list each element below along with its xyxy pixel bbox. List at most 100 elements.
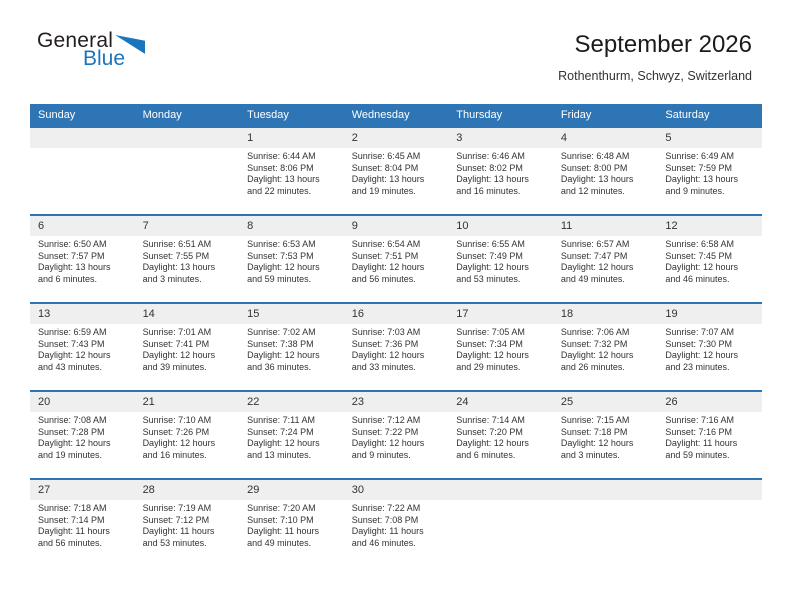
day-detail: Sunrise: 7:18 AM Sunset: 7:14 PM Daylight:… (30, 500, 135, 566)
sunrise-text: Sunrise: 6:44 AM (247, 151, 316, 161)
daylight-text-line1: Daylight: 12 hours (665, 350, 738, 360)
empty-day-cell (448, 480, 553, 566)
day-detail: Sunrise: 6:46 AM Sunset: 8:02 PM Daylight:… (448, 148, 553, 214)
daylight-text-line1: Daylight: 12 hours (247, 350, 320, 360)
daylight-text-line2: and 36 minutes. (247, 361, 312, 372)
day-number: 25 (552, 392, 658, 412)
daylight-text-line2: and 53 minutes. (142, 537, 207, 548)
title-block: September 2026 Rothenthurm, Schwyz, Swit… (558, 30, 752, 83)
day-detail: Sunrise: 7:12 AM Sunset: 7:22 PM Daylight:… (344, 412, 449, 478)
day-detail: Sunrise: 6:55 AM Sunset: 7:49 PM Daylight:… (448, 236, 553, 302)
sunrise-text: Sunrise: 6:58 AM (665, 239, 734, 249)
day-detail: Sunrise: 6:54 AM Sunset: 7:51 PM Daylight:… (344, 236, 449, 302)
daylight-text-line2: and 29 minutes. (456, 361, 521, 372)
sunset-text: Sunset: 7:43 PM (38, 338, 105, 349)
day-number (657, 480, 762, 500)
daylight-text-line1: Daylight: 12 hours (560, 350, 634, 360)
daylight-text-line2: and 23 minutes. (665, 361, 730, 372)
daylight-text-line2: and 56 minutes. (351, 273, 416, 284)
day-number: 1 (239, 128, 344, 148)
week-row: 13 Sunrise: 6:59 AM Sunset: 7:43 PM Dayligh… (30, 302, 762, 390)
day-detail: Sunrise: 7:19 AM Sunset: 7:12 PM Daylight:… (135, 500, 240, 566)
sunset-text: Sunset: 7:20 PM (456, 426, 523, 437)
sunset-text: Sunset: 8:06 PM (247, 162, 314, 173)
daylight-text-line1: Daylight: 11 hours (665, 438, 738, 448)
logo-text-blue: Blue (83, 47, 126, 70)
daylight-text-line1: Daylight: 13 hours (142, 262, 216, 272)
sunset-text: Sunset: 7:38 PM (247, 338, 314, 349)
daylight-text-line2: and 59 minutes. (247, 273, 312, 284)
day-cell-25: 25 Sunrise: 7:15 AM Sunset: 7:18 PM Dayligh… (552, 392, 658, 478)
weekday-header-tuesday: Tuesday (247, 109, 289, 121)
daylight-text-line1: Daylight: 12 hours (247, 262, 320, 272)
sunset-text: Sunset: 7:16 PM (665, 426, 732, 437)
weekday-header-row: Sunday Monday Tuesday Wednesday Thursday Frid… (30, 104, 762, 126)
page-header: General Blue September 2026 Rothenthurm,… (0, 0, 792, 104)
sunrise-text: Sunrise: 7:05 AM (456, 327, 525, 337)
daylight-text-line2: and 13 minutes. (247, 449, 312, 460)
sunrise-text: Sunrise: 6:55 AM (456, 239, 525, 249)
weekday-header-thursday: Thursday (456, 109, 503, 121)
day-number: 2 (343, 128, 449, 148)
sunset-text: Sunset: 7:32 PM (560, 338, 628, 349)
daylight-text-line1: Daylight: 13 hours (351, 174, 425, 184)
sunrise-text: Sunrise: 7:16 AM (665, 415, 734, 425)
day-detail: Sunrise: 6:48 AM Sunset: 8:00 PM Daylight:… (553, 148, 658, 214)
calendar-weeks: 1 Sunrise: 6:44 AM Sunset: 8:06 PM Daylight… (30, 126, 762, 566)
day-detail: Sunrise: 6:45 AM Sunset: 8:04 PM Daylight:… (344, 148, 449, 214)
daylight-text-line1: Daylight: 13 hours (560, 174, 634, 184)
day-detail: Sunrise: 7:02 AM Sunset: 7:38 PM Daylight:… (239, 324, 344, 390)
day-number: 10 (448, 216, 553, 236)
day-cell-7: 7 Sunrise: 6:51 AM Sunset: 7:55 PM Daylight… (134, 216, 240, 302)
sunrise-text: Sunrise: 7:18 AM (38, 503, 107, 513)
daylight-text-line2: and 53 minutes. (456, 273, 521, 284)
day-cell-9: 9 Sunrise: 6:54 AM Sunset: 7:51 PM Daylight… (343, 216, 449, 302)
day-detail: Sunrise: 7:15 AM Sunset: 7:18 PM Daylight:… (553, 412, 658, 478)
daylight-text-line1: Daylight: 12 hours (560, 262, 634, 272)
day-cell-4: 4 Sunrise: 6:48 AM Sunset: 8:00 PM Daylight… (552, 128, 658, 214)
day-number (552, 480, 658, 500)
sunset-text: Sunset: 8:00 PM (560, 162, 628, 173)
daylight-text-line1: Daylight: 12 hours (351, 262, 425, 272)
weekday-header-wednesday: Wednesday (351, 109, 410, 121)
logo-text-general-row: General (37, 30, 146, 54)
daylight-text-line2: and 9 minutes. (351, 449, 411, 460)
empty-day-cell (552, 480, 658, 566)
sunrise-text: Sunrise: 7:07 AM (665, 327, 734, 337)
day-detail: Sunrise: 6:57 AM Sunset: 7:47 PM Daylight:… (553, 236, 658, 302)
daylight-text-line2: and 46 minutes. (351, 537, 416, 548)
sunrise-text: Sunrise: 6:57 AM (560, 239, 630, 249)
daylight-text-line2: and 49 minutes. (247, 537, 312, 548)
daylight-text-line2: and 26 minutes. (560, 361, 625, 372)
daylight-text-line1: Daylight: 12 hours (142, 438, 216, 448)
daylight-text-line1: Daylight: 12 hours (560, 438, 634, 448)
daylight-text-line1: Daylight: 12 hours (38, 438, 111, 448)
day-cell-3: 3 Sunrise: 6:46 AM Sunset: 8:02 PM Daylight… (448, 128, 553, 214)
daylight-text-line1: Daylight: 12 hours (665, 262, 738, 272)
day-detail: Sunrise: 7:05 AM Sunset: 7:34 PM Daylight:… (448, 324, 553, 390)
day-cell-2: 2 Sunrise: 6:45 AM Sunset: 8:04 PM Daylight… (343, 128, 449, 214)
day-cell-17: 17 Sunrise: 7:05 AM Sunset: 7:34 PM Dayligh… (448, 304, 553, 390)
sunset-text: Sunset: 7:18 PM (560, 426, 628, 437)
daylight-text-line2: and 56 minutes. (38, 537, 103, 548)
sunrise-text: Sunrise: 7:11 AM (247, 415, 316, 425)
sunrise-text: Sunrise: 7:02 AM (247, 327, 316, 337)
calendar-grid: Sunday Monday Tuesday Wednesday Thursday Frid… (30, 104, 762, 566)
sunset-text: Sunset: 7:28 PM (38, 426, 105, 437)
day-detail: Sunrise: 7:06 AM Sunset: 7:32 PM Daylight:… (553, 324, 658, 390)
daylight-text-line1: Daylight: 13 hours (38, 262, 111, 272)
day-number: 12 (657, 216, 762, 236)
daylight-text-line2: and 9 minutes. (665, 185, 725, 196)
day-number: 26 (657, 392, 762, 412)
daylight-text-line1: Daylight: 12 hours (247, 438, 320, 448)
empty-day-cell (657, 480, 762, 566)
sunrise-text: Sunrise: 6:51 AM (142, 239, 212, 249)
daylight-text-line1: Daylight: 13 hours (247, 174, 320, 184)
weekday-header-monday: Monday (142, 109, 182, 121)
sunrise-text: Sunrise: 6:45 AM (351, 151, 421, 161)
day-number: 28 (134, 480, 240, 500)
daylight-text-line2: and 6 minutes. (38, 273, 98, 284)
week-row: 20 Sunrise: 7:08 AM Sunset: 7:28 PM Dayligh… (30, 390, 762, 478)
day-cell-27: 27 Sunrise: 7:18 AM Sunset: 7:14 PM Dayligh… (30, 480, 135, 566)
sunset-text: Sunset: 7:26 PM (142, 426, 210, 437)
